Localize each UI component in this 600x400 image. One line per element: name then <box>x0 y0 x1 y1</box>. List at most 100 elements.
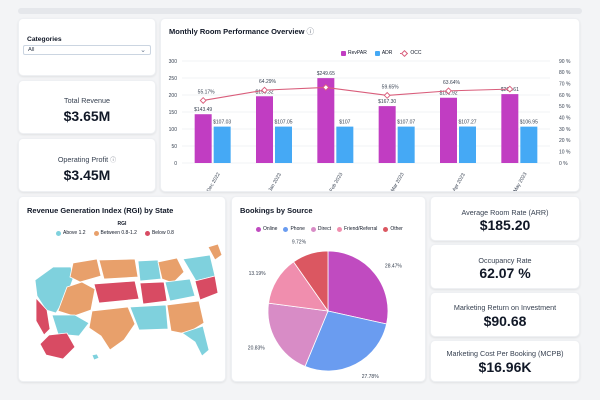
revpar-bar[interactable] <box>317 78 335 163</box>
revpar-bar[interactable] <box>440 97 457 163</box>
state-new-england[interactable] <box>207 243 223 261</box>
legend-adr[interactable]: ADR <box>374 50 392 56</box>
occ-point[interactable] <box>383 91 391 99</box>
pie-data-label: 28.47% <box>385 263 403 269</box>
adr-bar[interactable] <box>213 126 231 163</box>
pie-slice-phone[interactable] <box>304 310 388 372</box>
info-icon[interactable]: ⓘ <box>110 158 117 164</box>
y2-tick-label: 30 % <box>559 127 571 133</box>
pie-data-label: 20.83% <box>248 345 266 351</box>
operating-profit-value: $3.45M <box>63 167 111 183</box>
bookings-legend-phone-label: Phone <box>290 226 305 232</box>
occ-line[interactable] <box>203 86 510 102</box>
rgi-legend-below[interactable]: Below 0.8 <box>144 230 174 236</box>
state-midwest-central[interactable] <box>139 281 168 305</box>
state-mid-atlantic[interactable] <box>194 275 219 301</box>
y2-tick-label: 50 % <box>559 104 571 110</box>
bookings-legend-direct[interactable]: Direct <box>310 226 331 232</box>
state-mountain-north[interactable] <box>69 258 102 283</box>
roi-card: Marketing Return on Investment $90.68 <box>430 292 580 337</box>
bookings-legend-friend-referral-label: Friend/Referral <box>343 226 378 232</box>
revpar-bar[interactable] <box>501 94 519 163</box>
monthly-room-performance-title: Monthly Room Performance Overview <box>169 27 305 36</box>
adr-data-label: $107.03 <box>213 120 231 126</box>
adr-bar[interactable] <box>459 126 476 163</box>
bookings-legend-phone[interactable]: Phone <box>283 226 305 232</box>
phone-swatch <box>283 226 289 232</box>
state-plains-north[interactable] <box>98 258 139 280</box>
mcpb-card: Marketing Cost Per Booking (MCPB) $16.96… <box>430 340 580 382</box>
y-tick-label: 150 <box>169 110 178 116</box>
adr-bar[interactable] <box>336 126 354 163</box>
state-mountain-mid[interactable] <box>57 281 96 317</box>
bookings-title: Bookings by Source <box>240 206 313 215</box>
pie-slice-online[interactable] <box>327 250 389 325</box>
usa-rgi-map[interactable] <box>19 197 225 381</box>
y2-tick-label: 80 % <box>559 70 571 76</box>
occ-point[interactable] <box>322 83 330 91</box>
total-revenue-card: Total Revenue $3.65M <box>18 80 156 134</box>
adr-data-label: $107.05 <box>274 120 292 126</box>
roi-value: $90.68 <box>483 313 527 329</box>
pie-data-label: 13.19% <box>249 271 267 277</box>
x-tick-label: Apr 2023 <box>451 172 466 191</box>
revpar-bar[interactable] <box>256 96 273 163</box>
state-great-lakes[interactable] <box>157 257 185 284</box>
state-hawaii[interactable] <box>91 353 100 361</box>
state-plains-mid[interactable] <box>93 280 140 304</box>
state-florida[interactable] <box>181 325 210 357</box>
categories-select[interactable]: All ⌄ <box>23 45 151 55</box>
mcpb-label: Marketing Cost Per Booking (MCPB) <box>446 349 564 358</box>
state-southwest[interactable] <box>51 314 90 337</box>
friend-referral-swatch <box>336 226 342 232</box>
rgi-legend-below-label: Below 0.8 <box>151 230 174 236</box>
x-tick-label: Feb 2023 <box>329 172 345 191</box>
y2-tick-label: 20 % <box>559 138 571 144</box>
state-alaska[interactable] <box>39 332 76 360</box>
monthly-legend: RevPAR ADR OCC <box>341 50 422 56</box>
legend-revpar-label: RevPAR <box>348 50 367 56</box>
adr-data-label: $106.95 <box>520 120 538 126</box>
legend-occ[interactable]: OCC <box>400 50 422 56</box>
occ-point[interactable] <box>261 86 268 94</box>
adr-data-label: $107 <box>339 120 350 126</box>
bookings-by-source-card: Bookings by Source Online Phone Direct F… <box>231 196 426 382</box>
rgi-legend-above[interactable]: Above 1.2 <box>56 230 86 236</box>
y2-tick-label: 70 % <box>559 81 571 87</box>
state-california[interactable] <box>35 296 51 336</box>
revpar-bar[interactable] <box>194 114 212 163</box>
revpar-data-label: $167.30 <box>378 99 396 105</box>
x-tick-label: May 2023 <box>512 171 528 191</box>
occ-point[interactable] <box>199 97 207 104</box>
operating-profit-label-row: Operating Profit ⓘ <box>19 155 155 164</box>
y2-tick-label: 90 % <box>559 59 571 65</box>
state-midwest-west[interactable] <box>137 259 162 282</box>
rgi-legend-above-label: Above 1.2 <box>63 230 86 236</box>
categories-title: Categories <box>27 36 62 43</box>
occ-point[interactable] <box>506 85 514 93</box>
pie-data-label: 9.72% <box>292 239 307 245</box>
pie-slice-other[interactable] <box>293 250 329 313</box>
state-texas[interactable] <box>88 306 136 351</box>
bookings-legend-friend-referral[interactable]: Friend/Referral <box>336 226 378 232</box>
x-tick-label: Mar 2023 <box>390 172 406 191</box>
adr-bar[interactable] <box>520 126 538 163</box>
bookings-legend-online[interactable]: Online <box>256 226 277 232</box>
adr-bar[interactable] <box>397 126 415 163</box>
state-ohio-valley[interactable] <box>164 278 196 302</box>
occ-point[interactable] <box>445 87 452 95</box>
legend-revpar[interactable]: RevPAR <box>341 50 367 56</box>
revpar-bar[interactable] <box>378 106 396 163</box>
mcpb-value: $16.96K <box>478 359 532 375</box>
pie-slice-direct[interactable] <box>267 302 329 367</box>
state-south-central[interactable] <box>129 304 169 331</box>
bookings-legend-other[interactable]: Other <box>383 226 403 232</box>
adr-bar[interactable] <box>275 126 292 163</box>
info-icon[interactable]: ⓘ <box>306 27 315 36</box>
revpar-swatch <box>341 50 346 56</box>
y-tick-label: 200 <box>169 93 178 99</box>
rgi-legend-between[interactable]: Between 0.8-1.2 <box>93 230 137 236</box>
occ-data-label: 63.64% <box>443 80 461 86</box>
rgi-title: Revenue Generation Index (RGI) by State <box>27 206 174 215</box>
between-swatch <box>93 230 99 236</box>
